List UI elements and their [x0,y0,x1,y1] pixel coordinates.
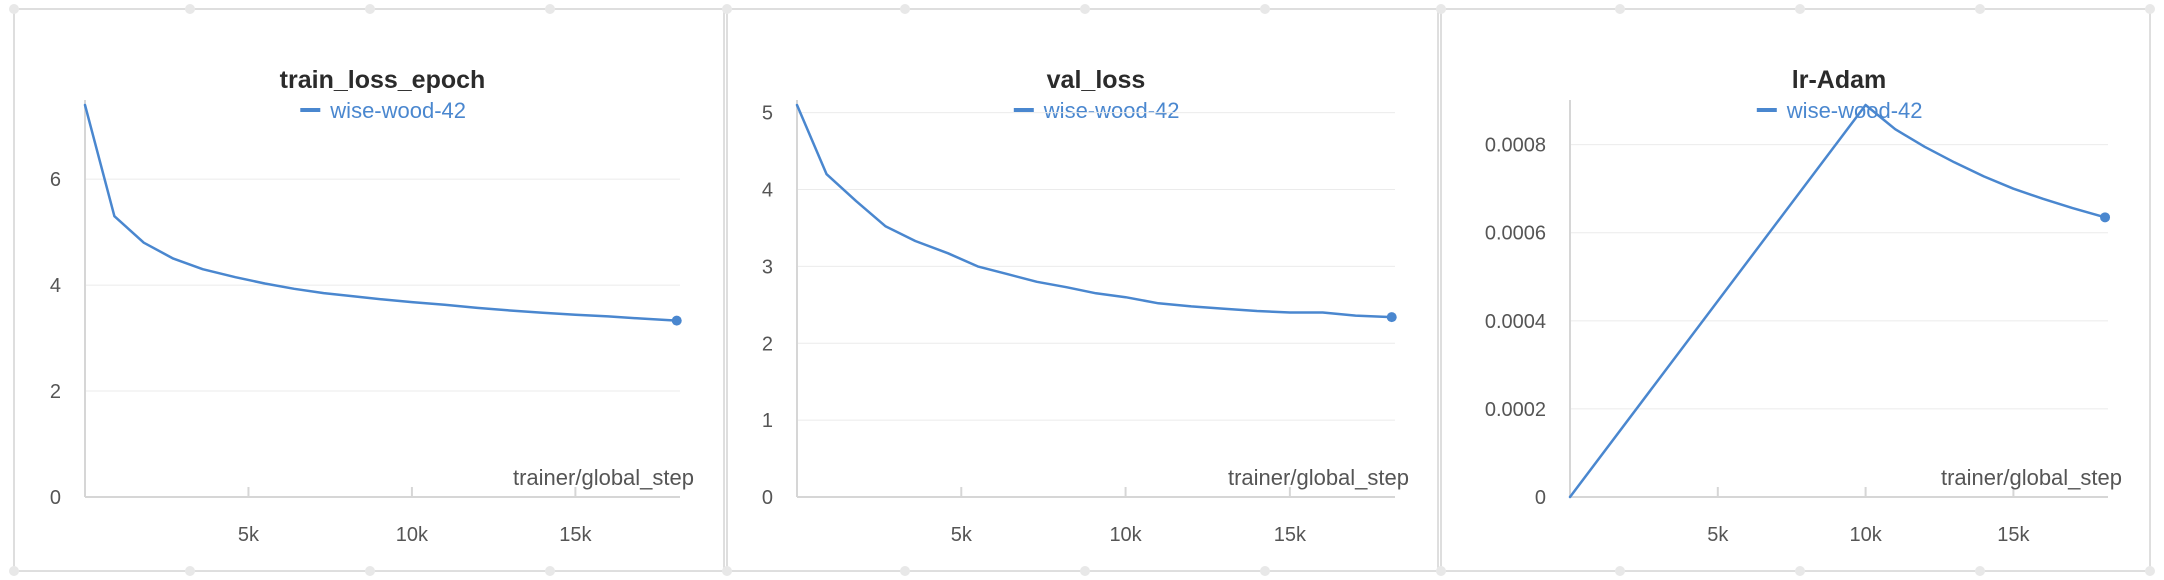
y-tick-label: 0.0004 [1485,311,1546,333]
y-tick-label: 0 [1535,487,1546,509]
resize-handle[interactable] [1975,4,1985,14]
chart-2: val_loss wise-wood-42 0 1 2 3 4 5 5k 10k 15k traine… [762,66,1409,546]
y-tick-label: 0.0002 [1485,399,1546,421]
resize-handle[interactable] [1975,566,1985,576]
series-end-point[interactable] [1386,312,1397,323]
resize-handle[interactable] [185,4,195,14]
resize-handle[interactable] [722,4,732,14]
chart-title: val_loss [1047,66,1146,94]
y-tick-label: 4 [762,180,773,202]
x-tick-label: 5k [1707,524,1729,546]
x-tick-label: 5k [951,524,973,546]
resize-handle[interactable] [1260,4,1270,14]
resize-handle[interactable] [1080,4,1090,14]
y-tick-label: 5 [762,103,773,125]
x-tick-label: 15k [1997,524,2030,546]
legend-label: wise-wood-42 [329,98,466,123]
y-tick-label: 0 [50,487,61,509]
x-axis-label: trainer/global_step [1228,465,1409,490]
x-tick-label: 15k [1274,524,1307,546]
resize-handle[interactable] [1795,566,1805,576]
x-axis-label: trainer/global_step [1941,465,2122,490]
resize-handle[interactable] [2145,566,2155,576]
resize-handle[interactable] [545,4,555,14]
resize-handle[interactable] [1795,4,1805,14]
y-tick-label: 0 [762,487,773,509]
series-end-point[interactable] [671,315,682,326]
resize-handle[interactable] [365,4,375,14]
x-tick-label: 15k [559,524,592,546]
y-tick-label: 4 [50,275,61,297]
resize-handle[interactable] [1080,566,1090,576]
y-tick-label: 2 [762,333,773,355]
series-line[interactable] [83,103,678,322]
y-tick-label: 0.0006 [1485,223,1546,245]
legend: wise-wood-42 [300,98,466,123]
x-tick-label: 10k [1109,524,1142,546]
chart-title: lr-Adam [1792,66,1886,94]
chart-1: train_loss_epoch wise-wood-42 0 2 4 6 5k 10k 15k… [50,66,694,546]
series-line[interactable] [795,103,1393,319]
resize-handle[interactable] [1260,566,1270,576]
resize-handle[interactable] [545,566,555,576]
x-axis-label: trainer/global_step [513,465,694,490]
y-tick-label: 3 [762,256,773,278]
resize-handle[interactable] [2145,4,2155,14]
legend: wise-wood-42 [1756,98,1923,123]
resize-handle[interactable] [9,4,19,14]
resize-handle[interactable] [1615,566,1625,576]
x-tick-label: 10k [396,524,429,546]
resize-handle[interactable] [9,566,19,576]
legend-label: wise-wood-42 [1043,98,1180,123]
series-end-point[interactable] [2100,212,2111,223]
legend: wise-wood-42 [1013,98,1180,123]
y-tick-label: 1 [762,410,773,432]
series-line[interactable] [1568,103,2107,499]
y-tick-label: 0.0008 [1485,135,1546,157]
resize-handle[interactable] [1436,566,1446,576]
resize-handle[interactable] [900,4,910,14]
resize-handle[interactable] [900,566,910,576]
x-tick-label: 5k [238,524,260,546]
resize-handle[interactable] [722,566,732,576]
resize-handle[interactable] [365,566,375,576]
y-tick-label: 2 [50,381,61,403]
resize-handle[interactable] [1436,4,1446,14]
resize-handle[interactable] [185,566,195,576]
y-tick-label: 6 [50,169,61,191]
chart-title: train_loss_epoch [280,66,486,94]
chart-3: lr-Adam wise-wood-42 0 0.0002 0.0004 0.0006 0.… [1485,66,2122,546]
x-tick-label: 10k [1849,524,1882,546]
resize-handle[interactable] [1615,4,1625,14]
